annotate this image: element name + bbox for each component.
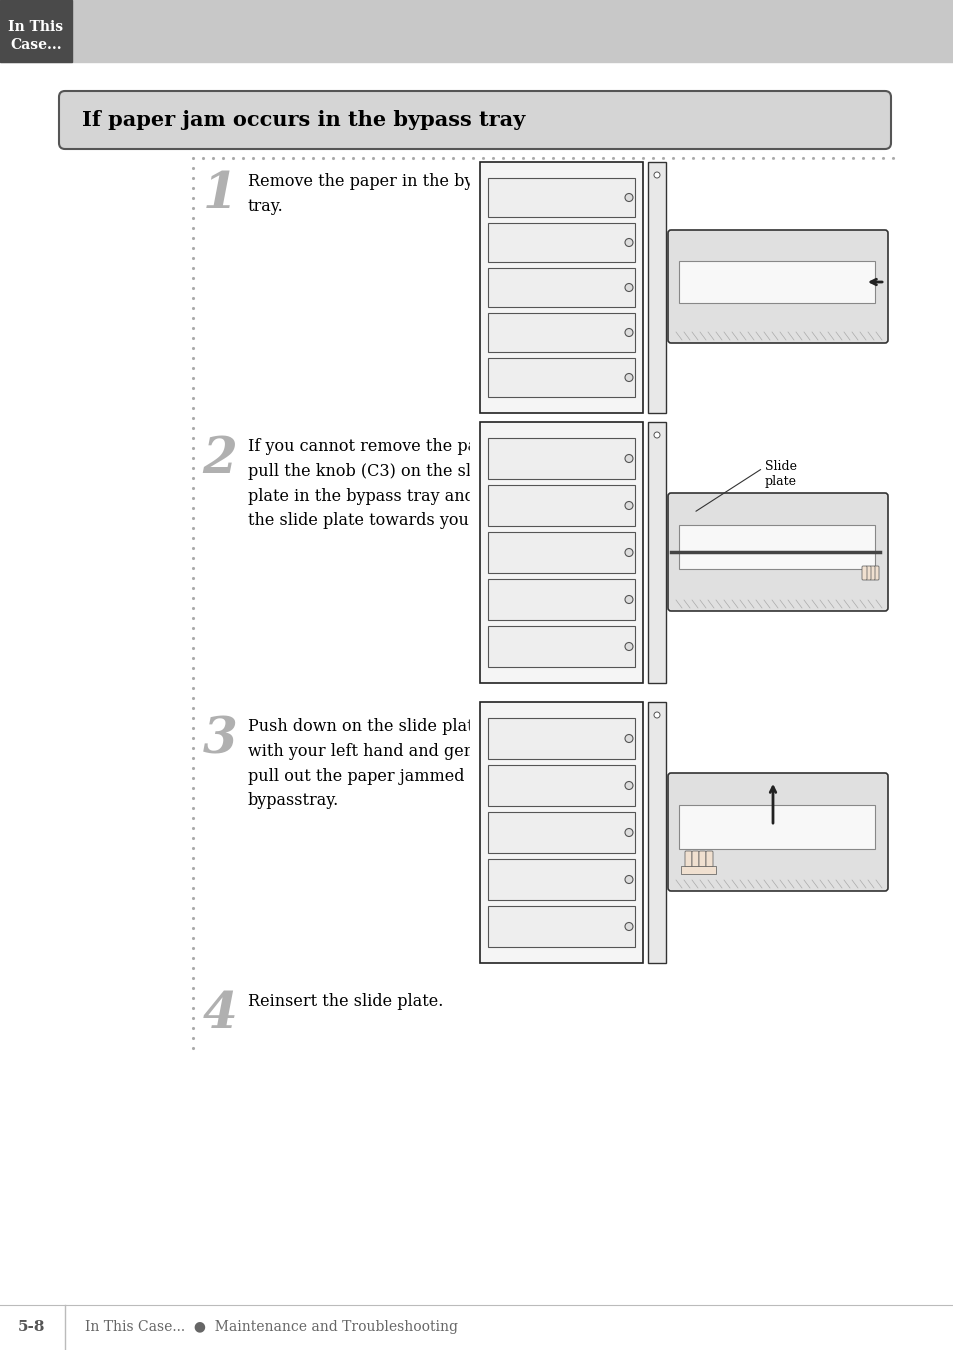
Text: If paper jam occurs in the bypass tray: If paper jam occurs in the bypass tray [82,109,525,130]
Bar [470,701,899,965]
FancyBboxPatch shape [59,90,890,148]
FancyBboxPatch shape [667,493,887,612]
Bar [647,423,665,683]
Bar [488,579,635,620]
Bar [488,358,635,397]
Bar [647,702,665,963]
Bar [488,485,635,526]
FancyBboxPatch shape [869,566,874,580]
Bar [679,525,874,568]
Bar [488,178,635,217]
Bar [470,420,899,684]
Text: In This: In This [9,20,64,34]
Bar [679,805,874,849]
Circle shape [624,374,633,382]
Circle shape [624,829,633,837]
Circle shape [624,548,633,556]
Bar [0,0,71,62]
Bar [647,162,665,413]
Bar [488,532,635,572]
Bar [680,865,716,873]
Text: 2: 2 [202,435,237,485]
Text: Remove the paper in the bypass
tray.: Remove the paper in the bypass tray. [248,173,509,215]
Bar [488,718,635,759]
FancyBboxPatch shape [667,230,887,343]
Bar [0,0,953,62]
Circle shape [654,171,659,178]
Circle shape [624,501,633,509]
Bar [488,437,635,479]
Bar [488,626,635,667]
Bar [488,765,635,806]
FancyBboxPatch shape [684,850,691,867]
Circle shape [624,922,633,930]
Text: 4: 4 [202,990,237,1040]
FancyBboxPatch shape [873,566,878,580]
FancyBboxPatch shape [865,566,870,580]
Circle shape [624,876,633,883]
Text: Case...: Case... [10,38,62,53]
Circle shape [654,711,659,718]
Bar [488,269,635,306]
FancyBboxPatch shape [705,850,712,867]
Circle shape [624,193,633,201]
Text: 3: 3 [202,716,237,764]
Text: Slide
plate: Slide plate [764,460,796,487]
Text: Reinsert the slide plate.: Reinsert the slide plate. [248,994,443,1010]
Bar [488,313,635,352]
FancyBboxPatch shape [699,850,705,867]
Bar [479,423,642,683]
Bar [479,702,642,963]
FancyBboxPatch shape [862,566,866,580]
Bar [488,811,635,853]
Bar [479,162,642,413]
Bar [470,161,899,414]
Circle shape [624,455,633,463]
FancyBboxPatch shape [667,774,887,891]
Text: If you cannot remove the paper,
pull the knob (C3) on the slide
plate in the byp: If you cannot remove the paper, pull the… [248,437,511,529]
Bar [488,223,635,262]
Text: 1: 1 [202,170,237,219]
Bar [488,859,635,900]
Circle shape [654,432,659,437]
FancyBboxPatch shape [691,850,699,867]
Text: In This Case...  ●  Maintenance and Troubleshooting: In This Case... ● Maintenance and Troubl… [85,1320,457,1334]
Circle shape [624,643,633,651]
Circle shape [624,328,633,336]
Bar [488,906,635,946]
Text: Push down on the slide plate
with your left hand and gently
pull out the paper j: Push down on the slide plate with your l… [248,718,517,810]
Bar [679,261,874,302]
Circle shape [624,239,633,247]
Circle shape [624,734,633,743]
Text: 5-8: 5-8 [18,1320,46,1334]
Circle shape [624,284,633,292]
Circle shape [624,782,633,790]
Circle shape [624,595,633,603]
